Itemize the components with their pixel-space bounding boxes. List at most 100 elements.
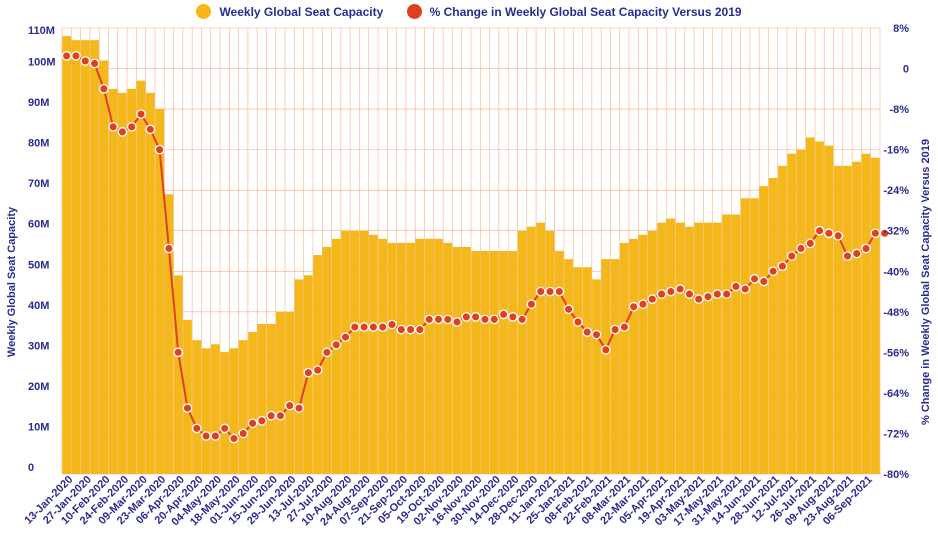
y2-tick-label: 8% [893,23,909,35]
legend-item-line[interactable]: % Change in Weekly Global Seat Capacity … [406,4,742,19]
bar [722,214,731,474]
bar [248,332,257,474]
y-axis-ticks: 0 10M 20M 30M 40M 50M 60M 70M 80M 90M 100M 110M [28,25,56,474]
pct-change-point [452,317,462,327]
line-series [61,51,890,444]
pct-change-point [173,347,184,358]
pct-change-point [238,428,249,439]
bar [778,165,787,474]
bar [276,311,285,474]
pct-change-point [833,230,844,241]
pct-change-point [71,51,81,61]
bar [424,238,434,474]
y2-tick-label: -32% [883,226,909,238]
pct-change-point [349,322,360,332]
pct-change-point [638,299,648,310]
y-tick-label: 110M [28,25,55,37]
pct-change-point [312,365,323,375]
bar [592,279,601,474]
bar [805,137,815,475]
pct-change-point [582,327,593,337]
bar [90,40,99,474]
y-tick-label: 40M [28,300,49,312]
pct-change-point [89,58,100,69]
pct-change-point [266,410,276,421]
pct-change-point [796,243,806,254]
pct-change-point [247,418,258,429]
y-tick-label: 30M [28,340,49,352]
bar [499,251,508,474]
bar [313,255,322,474]
pct-change-point [731,281,741,292]
bar [740,198,750,475]
bar [675,222,685,474]
bar [415,238,425,474]
bar [462,246,471,474]
bar [573,267,583,474]
pct-change-point [628,301,639,312]
pct-change-point [684,289,695,299]
y-tick-label: 70M [28,178,49,190]
pct-change-point [303,367,314,378]
pct-change-point [554,286,565,297]
bar [183,319,192,474]
bar [452,246,462,474]
pct-change-point [442,314,453,325]
pct-change-point [405,324,416,335]
legend-label-line: % Change in Weekly Global Seat Capacity … [429,4,742,19]
y2-tick-label: -72% [883,428,909,440]
pct-change-point [675,284,685,294]
y2-tick-label: -40% [883,266,909,278]
bar [489,251,499,474]
pct-change-point [126,121,137,132]
legend-swatch-bars [196,4,212,19]
bar [229,348,239,474]
pct-change-point [145,124,156,135]
bar [331,238,341,474]
bar [843,165,852,474]
bar [164,194,174,474]
pct-change-point [758,276,769,287]
pct-change-point [154,144,165,155]
bar [647,230,657,474]
pct-change-point [396,324,407,335]
bar [285,311,295,474]
pct-change-point [693,294,704,304]
pct-change-point [275,410,286,421]
bar [620,242,629,474]
bar [657,222,666,474]
y2-tick-label: -48% [883,307,909,319]
bar [815,141,824,474]
bar [192,340,202,474]
bar [508,251,518,474]
bar [127,88,137,475]
pct-change-point [600,344,611,355]
pct-change-point [573,317,583,327]
y2-tick-label: -56% [883,347,909,359]
x-axis-ticks: 13-Jan-202027-Jan-202010-Feb-202024-Feb-… [22,474,874,529]
pct-change-point [340,332,351,343]
legend: Weekly Global Seat Capacity % Change in … [0,4,938,22]
bar [173,275,183,474]
y-tick-label: 20M [28,381,49,393]
y2-tick-label: -8% [889,104,909,116]
y-tick-label: 90M [28,97,49,109]
bar [443,242,453,474]
grid-lines [61,27,881,475]
pct-change-point [507,312,518,322]
bar [350,230,360,474]
pct-change-point [359,322,369,332]
bar [582,267,592,474]
bar [759,186,769,475]
y-tick-label: 80M [28,138,49,150]
bar [266,323,276,474]
pct-change-point [563,304,574,315]
pct-change-point [749,274,760,284]
y2-axis-label: % Change in Weekly Global Seat Capacity … [920,139,932,425]
pct-change-point [526,299,537,310]
y2-tick-label: -64% [883,388,909,400]
y2-tick-label: 0 [903,64,909,76]
bar [787,153,797,474]
legend-item-bars[interactable]: Weekly Global Seat Capacity [196,4,383,19]
